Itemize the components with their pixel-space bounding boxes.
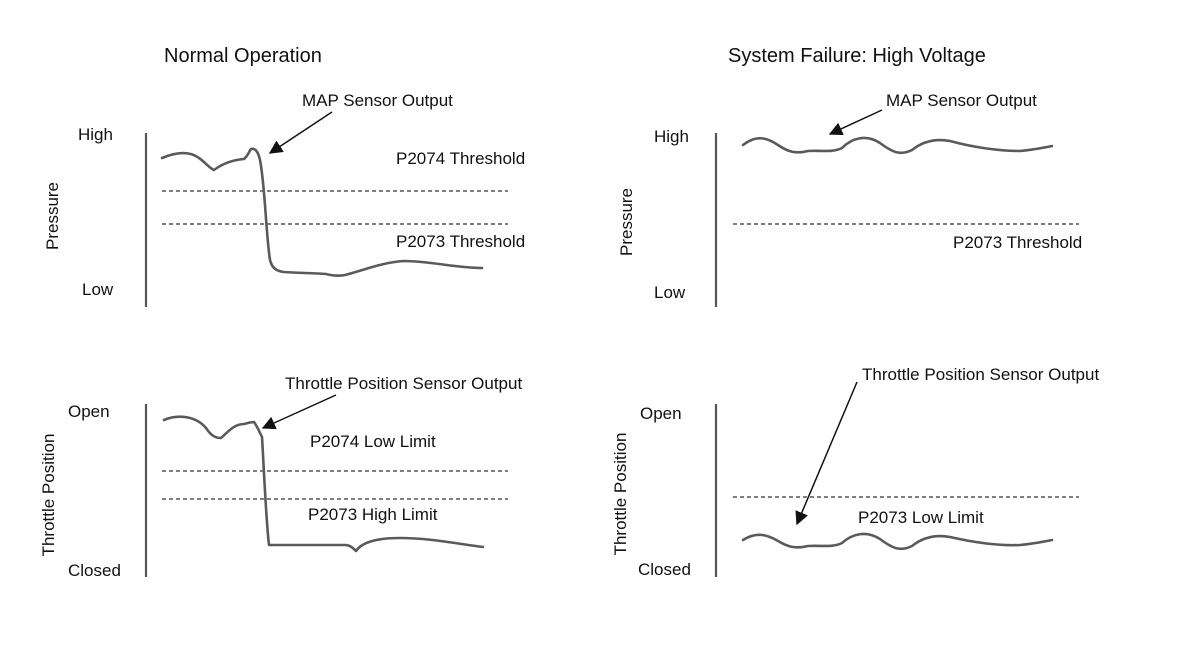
failure-throttle-y-axis-label: Throttle Position	[611, 433, 630, 556]
failure-throttle-open-label: Open	[640, 404, 682, 423]
normal-throttle-sensor-arrow	[261, 394, 337, 430]
system-failure-title: System Failure: High Voltage	[728, 45, 986, 67]
failure-pressure-chart: High Low Pressure P2073 Threshold MAP Se…	[617, 91, 1082, 307]
failure-throttle-closed-label: Closed	[638, 560, 691, 579]
failure-map-sensor-signal	[741, 136, 1054, 155]
normal-pressure-low-label: Low	[82, 280, 114, 299]
failure-pressure-low-label: Low	[654, 283, 686, 302]
normal-throttle-open-label: Open	[68, 402, 110, 421]
normal-operation-title: Normal Operation	[164, 45, 322, 67]
failure-map-sensor-label: MAP Sensor Output	[886, 91, 1037, 110]
normal-pressure-high-label: High	[78, 125, 113, 144]
normal-throttle-sensor-label: Throttle Position Sensor Output	[285, 374, 522, 393]
normal-map-sensor-arrow	[268, 111, 333, 154]
failure-pressure-y-axis-label: Pressure	[617, 188, 636, 256]
normal-map-sensor-signal	[160, 147, 484, 277]
normal-map-sensor-label: MAP Sensor Output	[302, 91, 453, 110]
failure-throttle-sensor-label: Throttle Position Sensor Output	[862, 365, 1099, 384]
normal-throttle-sensor-signal	[162, 415, 485, 553]
failure-throttle-sensor-arrow	[795, 381, 858, 526]
failure-map-sensor-arrow	[828, 109, 883, 136]
normal-operation-panel: Normal Operation High Low Pressure P2074…	[39, 45, 525, 580]
normal-throttle-closed-label: Closed	[68, 561, 121, 580]
normal-p2073-threshold-label: P2073 Threshold	[396, 232, 525, 251]
system-failure-panel: System Failure: High Voltage High Low Pr…	[611, 45, 1099, 579]
normal-throttle-chart: Open Closed Throttle Position P2074 Low …	[39, 374, 522, 580]
normal-p2074-threshold-label: P2074 Threshold	[396, 149, 525, 168]
failure-throttle-chart: Open Closed Throttle Position P2073 Low …	[611, 365, 1099, 579]
normal-p2073-high-limit-label: P2073 High Limit	[308, 505, 438, 524]
normal-pressure-chart: High Low Pressure P2074 Threshold P2073 …	[43, 91, 525, 307]
normal-pressure-y-axis-label: Pressure	[43, 182, 62, 250]
failure-p2073-threshold-label: P2073 Threshold	[953, 233, 1082, 252]
failure-p2073-low-limit-label: P2073 Low Limit	[858, 508, 984, 527]
failure-throttle-sensor-signal	[741, 532, 1054, 551]
failure-pressure-high-label: High	[654, 127, 689, 146]
normal-p2074-low-limit-label: P2074 Low Limit	[310, 432, 436, 451]
normal-throttle-y-axis-label: Throttle Position	[39, 434, 58, 557]
